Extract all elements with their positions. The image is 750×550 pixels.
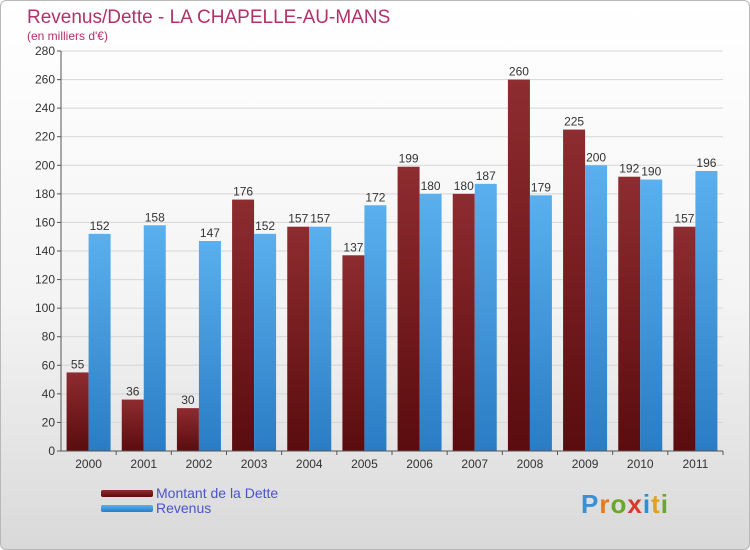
bar-dette-2011 [673, 226, 696, 451]
bar-dette-2001 [121, 399, 144, 451]
data-label-revenus-2000: 152 [90, 219, 110, 233]
legend-swatch-revenus [101, 505, 153, 512]
grid-lines [61, 50, 723, 452]
data-label-dette-2011: 157 [674, 212, 694, 226]
data-label-revenus-2002: 147 [200, 226, 220, 240]
x-tick-label: 2010 [627, 457, 654, 471]
bar-dette-2004 [287, 226, 310, 451]
data-label-revenus-2007: 187 [476, 169, 496, 183]
data-label-revenus-2006: 180 [421, 179, 441, 193]
data-label-revenus-2008: 179 [531, 180, 551, 194]
brand-logo: Proxiti [581, 489, 669, 520]
bar-revenus-2007 [474, 183, 497, 451]
x-tick-label: 2011 [683, 457, 709, 471]
bar-revenus-2009 [585, 165, 608, 452]
brand-letter: o [610, 489, 628, 519]
y-tick-label: 180 [35, 187, 55, 201]
bar-dette-2010 [618, 176, 641, 451]
bar-revenus-2006 [419, 193, 442, 451]
bar-revenus-2008 [529, 195, 552, 451]
bar-revenus-2001 [143, 225, 166, 451]
legend-label-dette: Montant de la Dette [156, 485, 279, 501]
data-label-revenus-2004: 157 [310, 212, 330, 226]
legend-label-revenus: Revenus [156, 500, 212, 516]
bar-revenus-2004 [309, 226, 332, 451]
data-label-dette-2007: 180 [454, 179, 474, 193]
data-label-dette-2008: 260 [509, 65, 529, 79]
bar-dette-2002 [176, 408, 199, 451]
y-tick-label: 100 [35, 301, 55, 315]
brand-letter: i [660, 489, 669, 519]
y-tick-label: 0 [48, 444, 55, 458]
data-label-revenus-2011: 196 [696, 156, 716, 170]
data-label-dette-2001: 36 [126, 385, 140, 399]
bar-dette-2003 [232, 199, 255, 451]
brand-letter: t [651, 489, 661, 519]
brand-letter: x [627, 489, 643, 519]
x-tick-label: 2009 [572, 457, 599, 471]
bar-revenus-2003 [254, 233, 277, 451]
y-tick-label: 60 [42, 358, 56, 372]
x-tick-label: 2000 [75, 457, 102, 471]
x-tick-label: 2008 [517, 457, 544, 471]
data-label-dette-2010: 192 [619, 162, 639, 176]
bar-revenus-2011 [695, 171, 718, 451]
y-tick-label: 80 [42, 330, 56, 344]
data-label-dette-2006: 199 [399, 152, 419, 166]
bar-revenus-2010 [640, 179, 663, 452]
brand-letter: P [581, 489, 600, 519]
y-tick-label: 280 [35, 44, 55, 58]
x-tick-label: 2001 [130, 457, 157, 471]
chart-title: Revenus/Dette - LA CHAPELLE-AU-MANS [27, 7, 391, 28]
data-label-dette-2009: 225 [564, 115, 584, 129]
bar-revenus-2005 [364, 205, 387, 451]
data-label-revenus-2005: 172 [365, 190, 385, 204]
bar-dette-2000 [66, 372, 89, 451]
bars [66, 79, 718, 452]
y-tick-label: 140 [35, 244, 55, 258]
y-tick-label: 260 [35, 73, 55, 87]
x-tick-label: 2002 [186, 457, 213, 471]
brand-letter: i [642, 489, 652, 519]
brand-letter: r [599, 489, 611, 519]
data-label-dette-2003: 176 [233, 185, 253, 199]
axes: 0 20 40 60 80 100 120 140 160 180 200 220 240 260 280 2… [35, 44, 724, 471]
data-label-dette-2000: 55 [71, 357, 85, 371]
y-tick-label: 220 [35, 130, 55, 144]
bar-dette-2008 [507, 79, 530, 452]
y-tick-label: 120 [35, 273, 55, 287]
y-tick-label: 240 [35, 101, 55, 115]
data-label-revenus-2001: 158 [145, 210, 165, 224]
y-tick-label: 40 [42, 387, 56, 401]
data-label-revenus-2003: 152 [255, 219, 275, 233]
legend-swatch-dette [101, 490, 153, 497]
data-label-dette-2002: 30 [181, 393, 195, 407]
data-label-revenus-2009: 200 [586, 150, 606, 164]
bar-dette-2006 [397, 166, 420, 451]
x-tick-label: 2005 [351, 457, 378, 471]
data-label-dette-2005: 137 [343, 240, 363, 254]
bar-dette-2005 [342, 255, 365, 451]
y-tick-label: 200 [35, 158, 55, 172]
bar-revenus-2000 [88, 233, 111, 451]
y-tick-label: 20 [42, 415, 56, 429]
chart-subtitle: (en milliers d'€) [27, 29, 108, 43]
x-tick-label: 2004 [296, 457, 323, 471]
x-tick-label: 2003 [241, 457, 268, 471]
y-tick-label: 160 [35, 215, 55, 229]
x-tick-label: 2007 [461, 457, 488, 471]
bar-dette-2007 [452, 193, 475, 451]
data-label-dette-2004: 157 [288, 212, 308, 226]
bar-revenus-2002 [198, 241, 221, 451]
data-label-revenus-2010: 190 [641, 165, 661, 179]
x-tick-label: 2006 [406, 457, 433, 471]
bar-dette-2009 [563, 129, 586, 452]
